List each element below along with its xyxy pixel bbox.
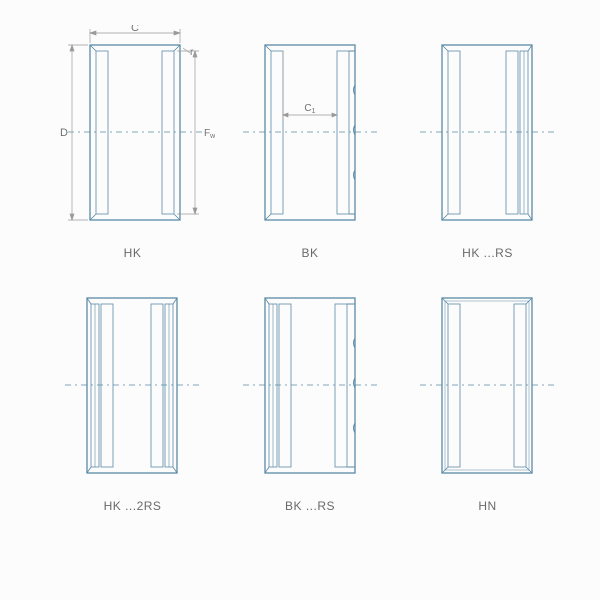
row-2: HK ...2RS [50, 278, 570, 513]
label-hk: HK [124, 246, 142, 260]
fig-hk2rs [50, 278, 215, 493]
diagram-grid: C r D [50, 25, 570, 531]
cell-hk: C r D [50, 25, 215, 260]
label-hn: HN [478, 499, 496, 513]
fig-hk: C r D [50, 25, 215, 240]
cell-bk: C1 BK [228, 25, 393, 260]
label-bk: BK [301, 246, 318, 260]
cell-hkrs: HK ...RS [405, 25, 570, 260]
fig-bk: C1 [228, 25, 393, 240]
label-hk2rs: HK ...2RS [104, 499, 162, 513]
fig-hkrs [405, 25, 570, 240]
cell-bkrs: BK ...RS [228, 278, 393, 513]
label-bkrs: BK ...RS [285, 499, 335, 513]
label-hkrs: HK ...RS [462, 246, 513, 260]
cell-hn: HN [405, 278, 570, 513]
svg-text:C1: C1 [304, 103, 315, 115]
fig-bkrs [228, 278, 393, 493]
svg-text:Fw: Fw [204, 128, 215, 140]
fig-hn [405, 278, 570, 493]
row-1: C r D [50, 25, 570, 260]
dim-c: C [131, 25, 139, 34]
dim-d: D [60, 127, 68, 139]
cell-hk2rs: HK ...2RS [50, 278, 215, 513]
